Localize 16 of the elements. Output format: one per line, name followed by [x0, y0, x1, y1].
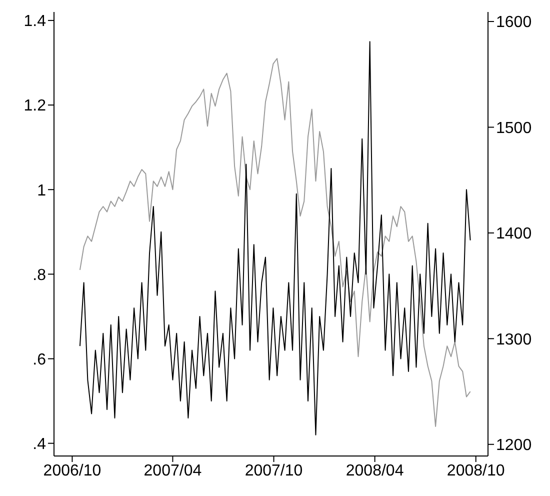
y-tick-label: .4: [32, 436, 46, 453]
x-tick-label: 2007/04: [144, 462, 202, 480]
y-tick-label: 1: [37, 182, 46, 200]
y-tick-label: 1.2: [24, 98, 46, 115]
y-tick-label: 1.4: [24, 13, 46, 30]
y2-tick-label: 1300: [496, 331, 532, 348]
x-tick-label: 2008/04: [346, 462, 404, 480]
x-tick-label: 2006/10: [43, 462, 102, 480]
y-tick-label: .8: [32, 266, 46, 284]
x-tick-label: 2008/10: [446, 462, 505, 480]
y2-tick-label: 1600: [496, 14, 532, 32]
y2-tick-label: 1500: [496, 120, 532, 137]
y2-tick-label: 1200: [496, 437, 532, 454]
y-tick-label: .6: [32, 351, 46, 368]
y2-tick-label: 1400: [496, 226, 532, 243]
x-tick-label: 2007/10: [244, 462, 303, 480]
